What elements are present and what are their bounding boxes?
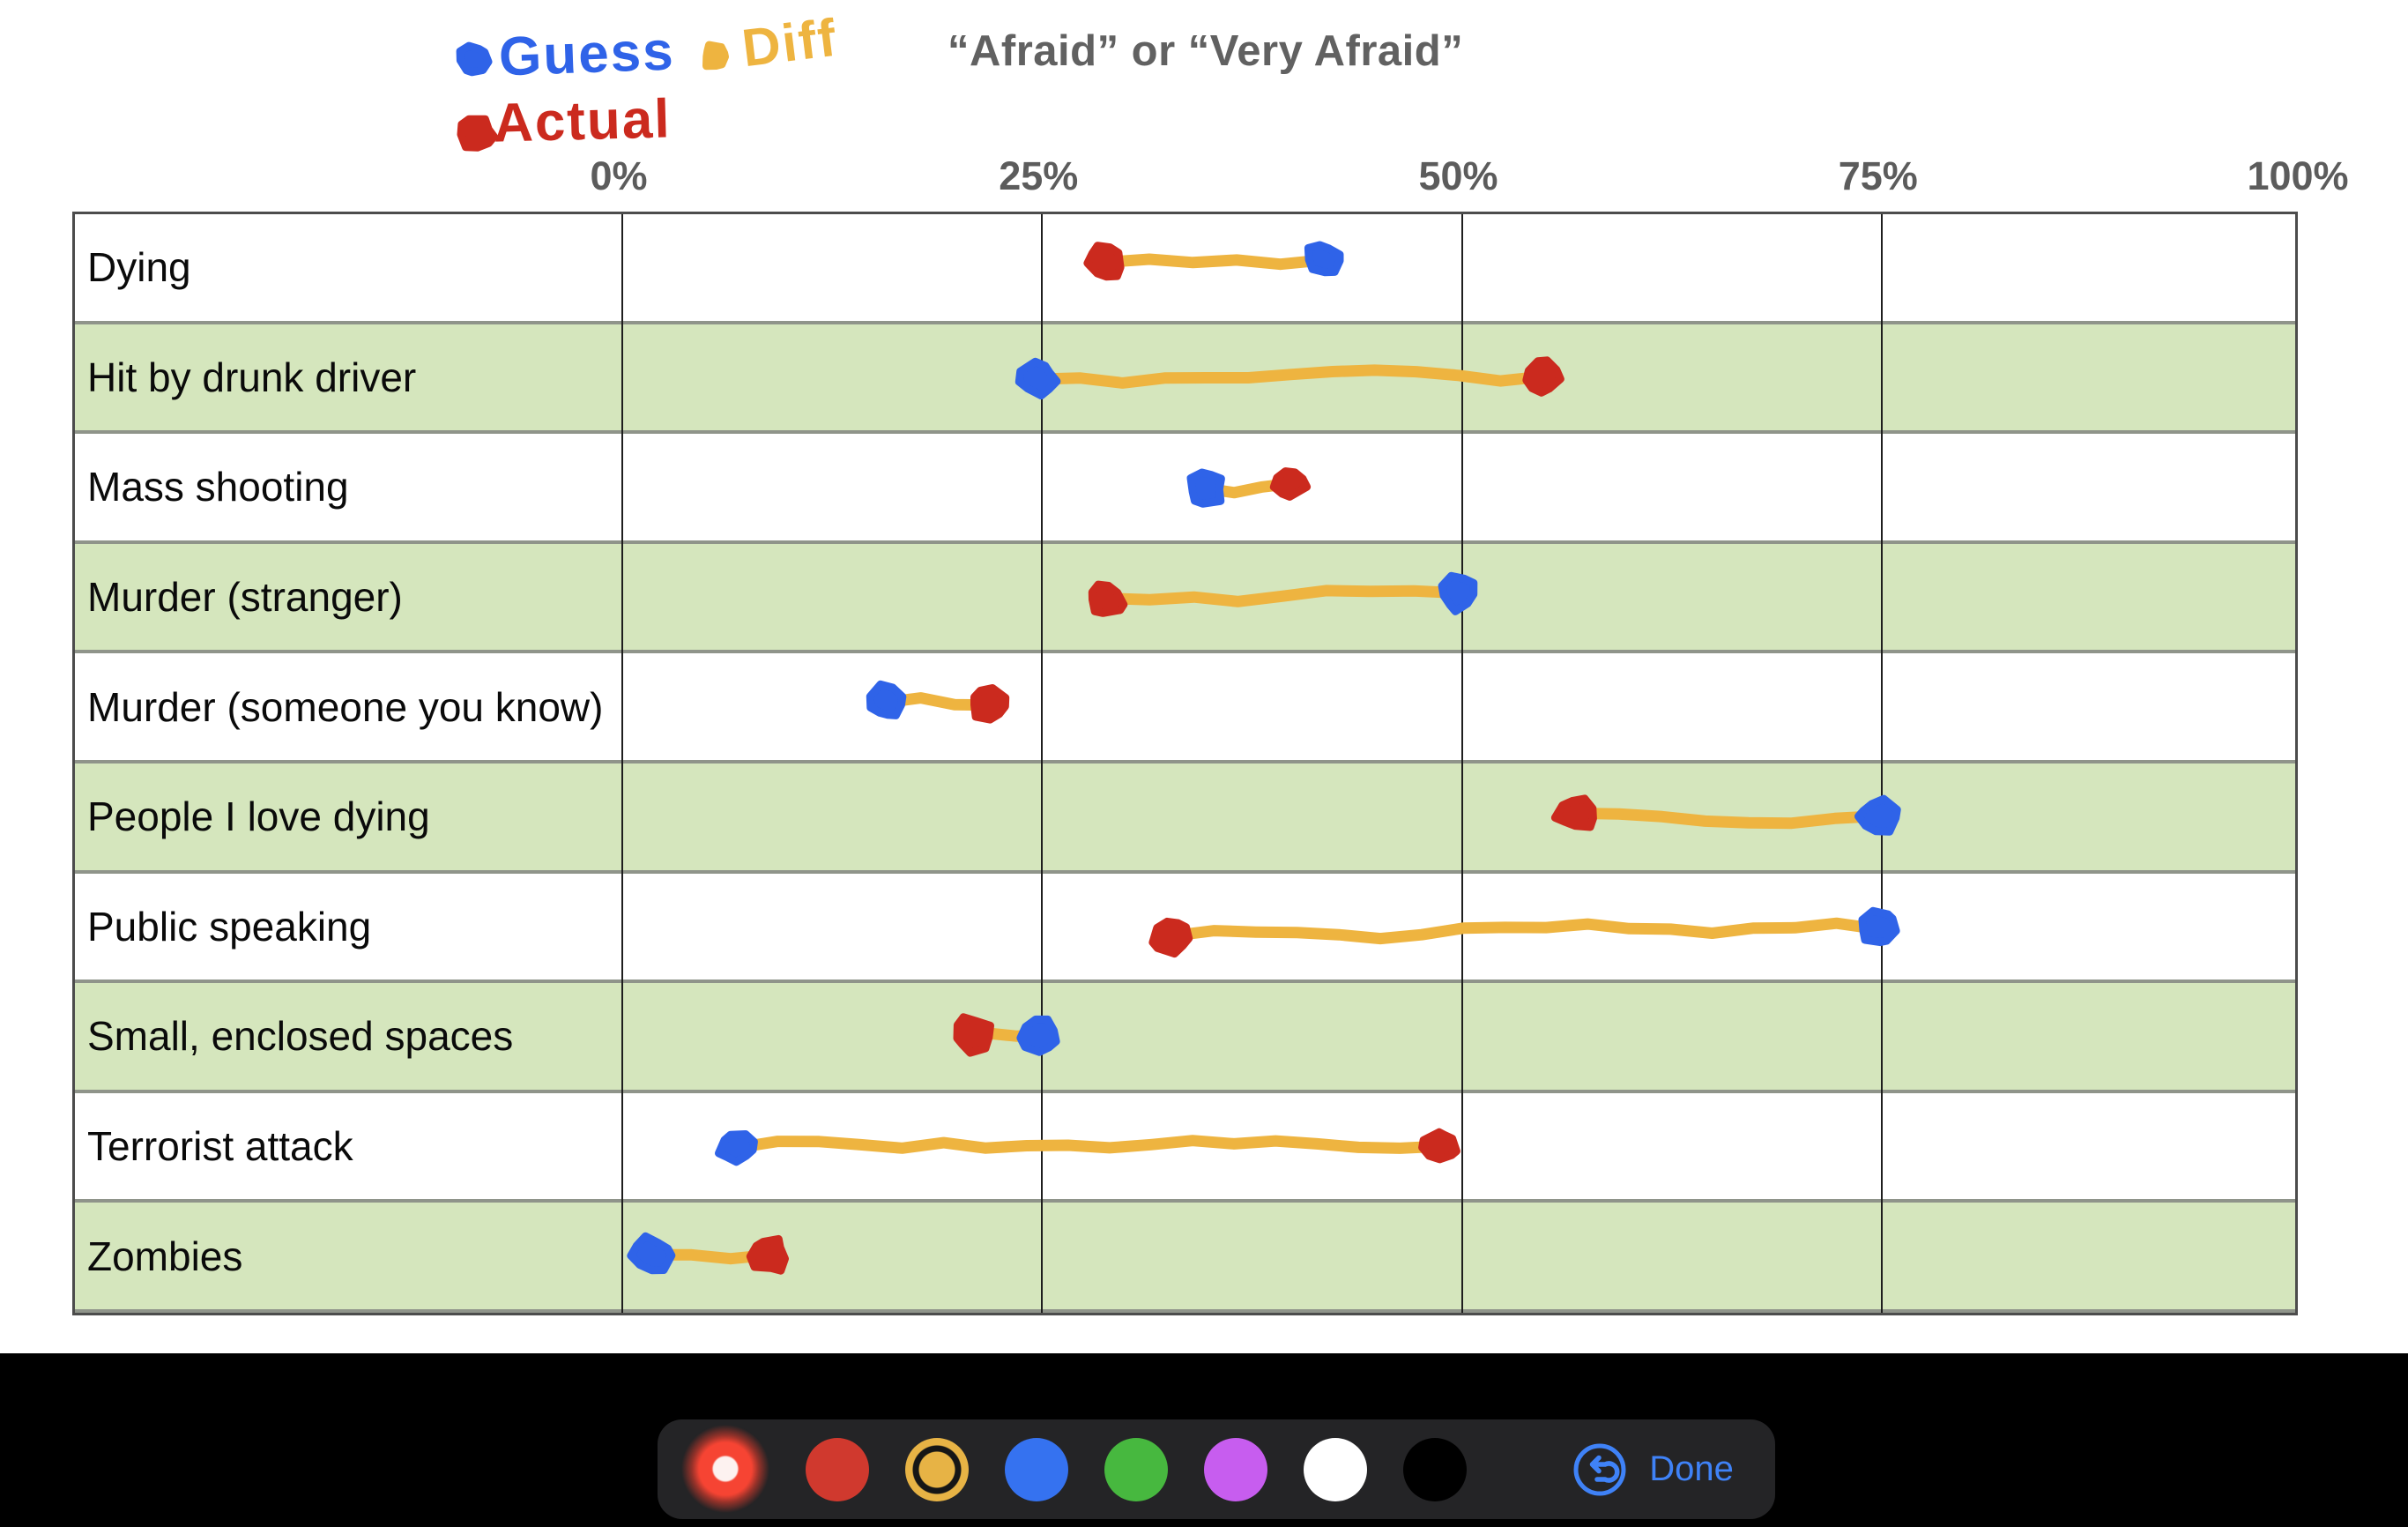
color-swatch-black[interactable] xyxy=(1403,1437,1467,1501)
table-row: Terrorist attack xyxy=(75,1092,2295,1203)
table-row: Dying xyxy=(75,214,2295,324)
x-axis-tick: 75% xyxy=(1838,153,1918,198)
whiteboard-canvas: Guess Diff Actual “Afraid” or “Very Afra… xyxy=(0,0,2408,1353)
color-swatch-green[interactable] xyxy=(1104,1437,1168,1501)
row-label: Terrorist attack xyxy=(87,1123,353,1170)
table-row: People I love dying xyxy=(75,763,2295,874)
row-label: Public speaking xyxy=(87,903,372,950)
fear-table: Dying Hit by drunk driver Mass shooting Mur… xyxy=(72,212,2298,1315)
legend-guess-label: Guess xyxy=(497,20,676,88)
table-row: Mass shooting xyxy=(75,434,2295,544)
row-label: Mass shooting xyxy=(87,464,349,510)
table-row: Hit by drunk driver xyxy=(75,324,2295,435)
row-label: Hit by drunk driver xyxy=(87,354,417,400)
done-button[interactable]: Done xyxy=(1634,1419,1749,1519)
table-row: Murder (someone you know) xyxy=(75,653,2295,764)
grid-line xyxy=(1041,214,1044,1313)
legend-actual-label: Actual xyxy=(493,88,673,154)
legend-diff-label: Diff xyxy=(739,7,841,78)
active-pen-indicator[interactable] xyxy=(681,1425,769,1513)
row-label: Murder (stranger) xyxy=(87,574,403,621)
undo-button[interactable] xyxy=(1571,1441,1629,1499)
color-swatch-yellow[interactable] xyxy=(905,1437,969,1501)
color-swatch-red[interactable] xyxy=(806,1437,869,1501)
x-axis-tick: 100% xyxy=(2247,153,2349,198)
x-axis-tick: 0% xyxy=(590,153,648,198)
color-swatch-blue[interactable] xyxy=(1005,1437,1068,1501)
x-axis-tick: 50% xyxy=(1418,153,1498,198)
color-swatch-purple[interactable] xyxy=(1204,1437,1267,1501)
grid-line xyxy=(1880,214,1883,1313)
row-label: People I love dying xyxy=(87,793,430,840)
color-swatch-white[interactable] xyxy=(1304,1437,1367,1501)
x-axis-tick: 25% xyxy=(999,153,1079,198)
undo-icon xyxy=(1573,1443,1626,1495)
row-label: Dying xyxy=(87,244,191,291)
grid-line xyxy=(621,214,623,1313)
table-row: Zombies xyxy=(75,1203,2295,1313)
table-row: Murder (stranger) xyxy=(75,543,2295,654)
row-label: Murder (someone you know) xyxy=(87,683,604,730)
table-row: Public speaking xyxy=(75,873,2295,984)
bottom-bar: Done xyxy=(0,1353,2408,1527)
chart-title: “Afraid” or “Very Afraid” xyxy=(948,27,1464,75)
markup-toolbar: Done xyxy=(658,1419,1775,1519)
row-label: Small, enclosed spaces xyxy=(87,1013,514,1060)
grid-line xyxy=(1460,214,1463,1313)
row-label: Zombies xyxy=(87,1233,243,1279)
table-row: Small, enclosed spaces xyxy=(75,983,2295,1093)
